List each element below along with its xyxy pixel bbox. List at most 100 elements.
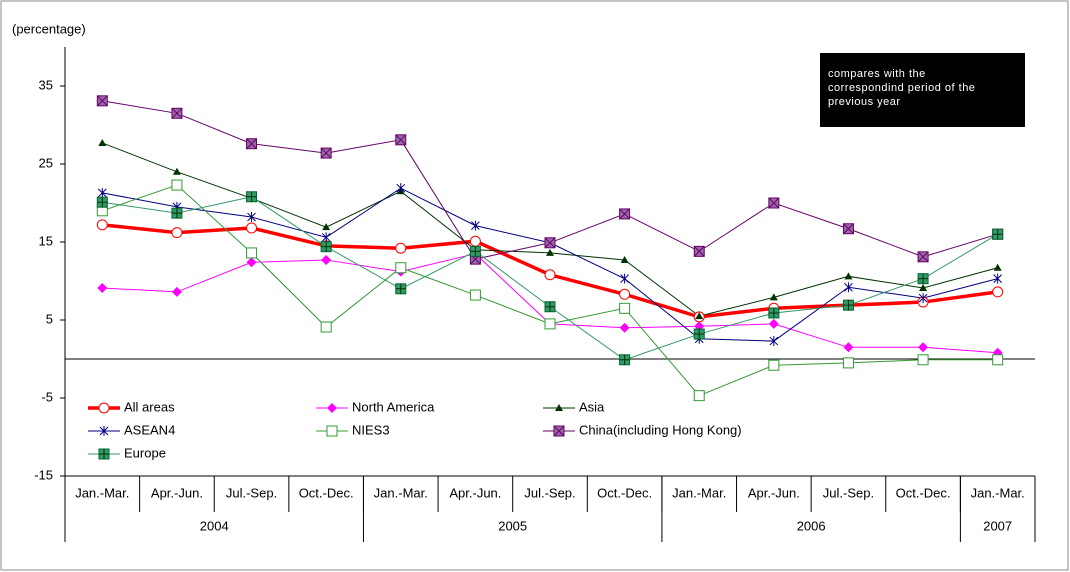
marker-shape: [320, 147, 332, 159]
y-tick-label: -5: [41, 389, 53, 404]
marker-shape: [96, 219, 108, 231]
marker: [843, 342, 854, 353]
marker-shape: [843, 223, 854, 235]
marker-shape: [844, 272, 853, 280]
marker-shape: [327, 403, 337, 413]
marker: [395, 242, 407, 254]
marker: [171, 107, 183, 119]
x-tick-label: Jul.-Sep.: [823, 485, 874, 500]
marker-shape: [395, 262, 407, 274]
marker-shape: [918, 342, 929, 353]
marker-shape: [544, 269, 556, 281]
marker-shape: [546, 248, 554, 256]
marker: [322, 223, 331, 231]
marker: [918, 342, 929, 353]
marker: [917, 251, 929, 263]
year-label: 2007: [983, 518, 1012, 533]
marker-shape: [992, 286, 1004, 298]
marker: [321, 232, 331, 243]
marker: [842, 299, 854, 311]
marker-shape: [171, 208, 182, 219]
marker-shape: [619, 302, 631, 314]
marker-shape: [246, 222, 258, 234]
marker: [918, 293, 928, 304]
x-tick-label: Oct.-Dec.: [597, 485, 652, 500]
marker-shape: [693, 246, 705, 257]
annotation-box: [820, 53, 1025, 127]
x-tick-label: Apr.-Jun.: [449, 485, 501, 500]
marker: [768, 197, 780, 209]
marker-shape: [843, 300, 854, 311]
marker-shape: [917, 251, 929, 263]
marker: [992, 228, 1004, 240]
marker-shape: [471, 220, 480, 231]
marker: [171, 286, 182, 297]
marker: [98, 138, 107, 146]
marker: [327, 403, 337, 413]
marker: [171, 207, 183, 219]
marker-shape: [768, 318, 779, 329]
marker-shape: [171, 179, 183, 191]
annotation: correspondind period of the: [828, 82, 975, 94]
marker-shape: [695, 312, 704, 320]
marker: [321, 254, 332, 265]
marker: [553, 425, 565, 437]
marker-shape: [321, 241, 332, 252]
x-tick-label: Oct.-Dec.: [896, 485, 951, 500]
marker-shape: [171, 107, 183, 119]
marker-shape: [917, 354, 929, 366]
marker-shape: [768, 307, 779, 318]
marker: [919, 284, 928, 292]
x-tick-label: Oct.-Dec.: [299, 485, 354, 500]
marker: [844, 272, 853, 280]
marker: [246, 138, 258, 150]
marker: [695, 312, 704, 320]
marker-shape: [96, 95, 108, 107]
marker: [842, 357, 854, 369]
marker-shape: [246, 138, 257, 150]
marker: [320, 241, 332, 253]
legend-label: North America: [352, 399, 435, 414]
x-tick-label: Jul.-Sep.: [226, 485, 277, 500]
marker: [326, 425, 338, 437]
marker: [555, 404, 563, 411]
marker-shape: [620, 273, 629, 284]
marker-shape: [171, 227, 183, 239]
marker: [98, 448, 110, 460]
marker-shape: [918, 293, 928, 304]
marker: [842, 223, 854, 235]
x-tick-label: Jan.-Mar.: [971, 485, 1025, 500]
x-tick-label: Jan.-Mar.: [374, 485, 428, 500]
marker-shape: [992, 229, 1003, 240]
year-label: 2004: [200, 518, 229, 533]
marker-shape: [918, 273, 929, 284]
x-tick-label: Jan.-Mar.: [75, 485, 129, 500]
marker-shape: [97, 283, 108, 294]
marker: [768, 307, 780, 319]
marker: [395, 283, 407, 295]
marker-shape: [553, 425, 565, 437]
marker-shape: [619, 208, 630, 220]
marker: [619, 208, 631, 220]
marker-shape: [769, 336, 779, 347]
marker-shape: [843, 342, 854, 353]
marker-shape: [246, 191, 257, 202]
marker: [546, 248, 554, 256]
marker: [992, 354, 1004, 366]
y-tick-label: 35: [39, 77, 53, 92]
marker-shape: [842, 357, 854, 369]
marker-shape: [320, 321, 332, 333]
marker: [693, 328, 705, 340]
y-tick-label: 5: [46, 311, 53, 326]
legend-label: Europe: [124, 445, 166, 460]
y-tick-label: -15: [34, 467, 53, 482]
marker-shape: [172, 167, 181, 175]
marker-shape: [470, 246, 481, 257]
marker-shape: [693, 390, 705, 402]
marker: [96, 219, 108, 231]
marker-shape: [396, 183, 406, 194]
x-tick-label: Apr.-Jun.: [151, 485, 203, 500]
marker: [619, 288, 631, 300]
marker-shape: [992, 354, 1004, 366]
marker: [99, 426, 109, 436]
